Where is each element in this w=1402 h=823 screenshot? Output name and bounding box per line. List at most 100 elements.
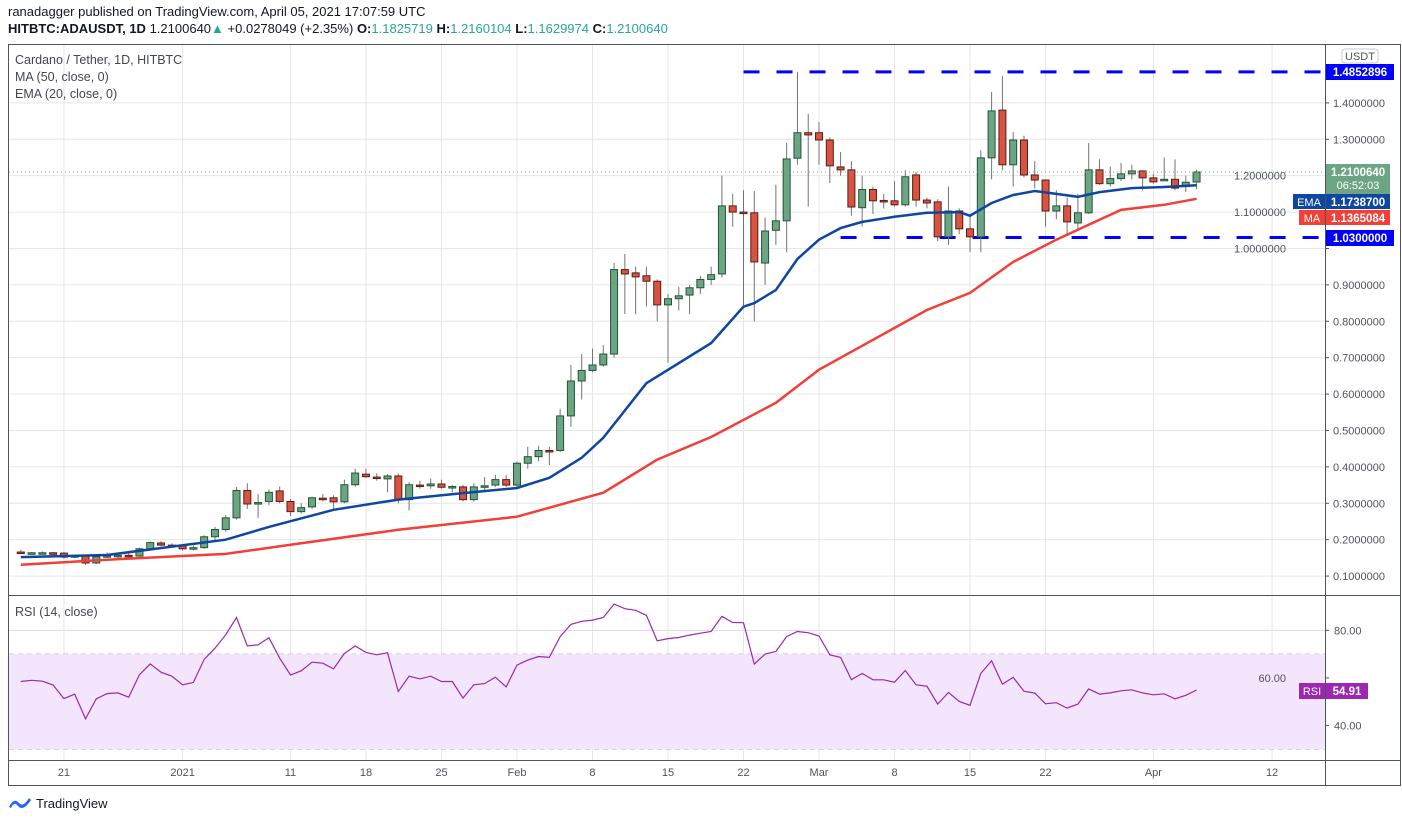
candle-body bbox=[653, 280, 662, 306]
symbol-info: HITBTC:ADAUSDT, 1D 1.2100640▲ +0.0278049… bbox=[8, 21, 668, 36]
candle bbox=[49, 552, 58, 555]
legend-title[interactable]: Cardano / Tether, 1D, HITBTC bbox=[15, 53, 183, 67]
candle bbox=[707, 266, 716, 285]
candle-body bbox=[610, 269, 619, 355]
time-tick-label: 8 bbox=[891, 767, 897, 779]
candle bbox=[232, 486, 241, 520]
time-tick-label: 25 bbox=[435, 767, 447, 779]
candle bbox=[642, 266, 651, 307]
time-tick-label: 22 bbox=[737, 767, 749, 779]
candle bbox=[901, 170, 910, 207]
time-axis[interactable]: 21 2021 11 18 25 Feb 8 15 22 Mar 8 15 22 Apr 12 bbox=[58, 767, 1278, 779]
legend-rsi[interactable]: RSI (14, close) bbox=[15, 605, 98, 619]
candle bbox=[966, 215, 975, 253]
candle-body bbox=[308, 497, 317, 508]
candle bbox=[1009, 131, 1018, 187]
candle bbox=[372, 473, 381, 481]
candle-body bbox=[599, 353, 608, 366]
candle-body bbox=[113, 554, 122, 558]
candle bbox=[566, 364, 575, 427]
price-tick-label: 1.0000000 bbox=[1234, 243, 1286, 255]
candle bbox=[1019, 135, 1028, 178]
candle bbox=[221, 514, 230, 532]
time-tick-label: 11 bbox=[285, 767, 296, 779]
ema-badge: EMA 1.1738700 bbox=[1293, 194, 1390, 209]
close-value: 1.2100640 bbox=[606, 21, 668, 36]
brand-name[interactable]: TradingView bbox=[36, 795, 108, 811]
candle bbox=[1127, 164, 1136, 180]
candle bbox=[858, 175, 867, 227]
low-label: L: bbox=[515, 21, 528, 36]
candle-body bbox=[707, 274, 716, 280]
candle bbox=[599, 344, 608, 367]
candle-body bbox=[556, 415, 565, 451]
candle-body bbox=[1170, 178, 1179, 189]
price-tick-label: 0.4000000 bbox=[1333, 462, 1385, 474]
candle-body bbox=[340, 484, 349, 503]
candle-body bbox=[1192, 171, 1201, 183]
publisher-name[interactable]: ranadagger bbox=[8, 4, 75, 19]
candle-body bbox=[858, 189, 867, 209]
candle bbox=[512, 461, 521, 487]
close-label: C: bbox=[592, 21, 607, 36]
rsi-axis[interactable]: 80.00 60.00 40.00 bbox=[1258, 625, 1361, 732]
candle bbox=[351, 468, 360, 487]
candle-body bbox=[815, 132, 824, 141]
rsi-badge-label: RSI bbox=[1303, 686, 1321, 698]
candle-body bbox=[1106, 178, 1115, 185]
candle bbox=[189, 545, 198, 551]
time-tick-label: Feb bbox=[507, 767, 526, 779]
candle-body bbox=[286, 500, 295, 513]
candle-body bbox=[426, 483, 435, 487]
candle bbox=[308, 496, 317, 509]
legend-ma[interactable]: MA (50, close, 0) bbox=[15, 70, 109, 84]
candle bbox=[415, 480, 424, 489]
open-value: 1.1825719 bbox=[371, 21, 433, 36]
currency-badge[interactable]: USDT bbox=[1341, 48, 1379, 64]
candle bbox=[912, 172, 921, 207]
candle bbox=[879, 193, 888, 209]
candle-body bbox=[49, 552, 58, 555]
grid bbox=[9, 45, 1325, 760]
legend-ema[interactable]: EMA (20, close, 0) bbox=[15, 87, 118, 101]
candle-body bbox=[329, 497, 338, 503]
candle-body bbox=[782, 158, 791, 222]
candle bbox=[534, 445, 543, 462]
candle bbox=[944, 186, 953, 245]
candle-body bbox=[1041, 179, 1050, 212]
last-price: 1.2100640 bbox=[149, 21, 212, 36]
candle-body bbox=[674, 295, 683, 300]
candle bbox=[620, 253, 629, 314]
candle bbox=[1030, 161, 1039, 189]
candle-body bbox=[534, 449, 543, 458]
ma-badge-label: MA bbox=[1304, 213, 1321, 225]
candle-body bbox=[437, 483, 446, 488]
candle bbox=[383, 474, 392, 493]
candle bbox=[361, 468, 370, 478]
candle bbox=[868, 186, 877, 214]
candle-body bbox=[264, 491, 273, 502]
candle bbox=[329, 495, 338, 511]
candle bbox=[1073, 193, 1082, 231]
candle-body bbox=[620, 269, 629, 275]
price-tick-label: 1.3000000 bbox=[1333, 134, 1385, 146]
candle bbox=[38, 551, 47, 555]
candle bbox=[998, 75, 1007, 171]
candle bbox=[264, 489, 273, 506]
candle-body bbox=[1073, 212, 1082, 224]
price-change: +0.0278049 (+2.35%) bbox=[227, 21, 354, 36]
price-badge-value: 1.2100640 bbox=[1331, 167, 1385, 179]
candle-body bbox=[879, 199, 888, 203]
candle-body bbox=[566, 380, 575, 417]
low-value: 1.1629974 bbox=[527, 21, 589, 36]
candle-body bbox=[642, 275, 651, 282]
price-axis[interactable]: 1.4000000 1.3000000 1.2000000 1.1000000 1.00… bbox=[1234, 98, 1385, 583]
resistance-badge: 1.4852896 bbox=[1326, 64, 1394, 80]
time-tick-label: 22 bbox=[1039, 767, 1051, 779]
candle bbox=[124, 553, 133, 558]
candle-body bbox=[448, 486, 457, 489]
time-tick-label: 21 bbox=[58, 767, 70, 779]
symbol: HITBTC:ADAUSDT, 1D bbox=[8, 21, 146, 36]
time-tick-label: 12 bbox=[1266, 767, 1278, 779]
